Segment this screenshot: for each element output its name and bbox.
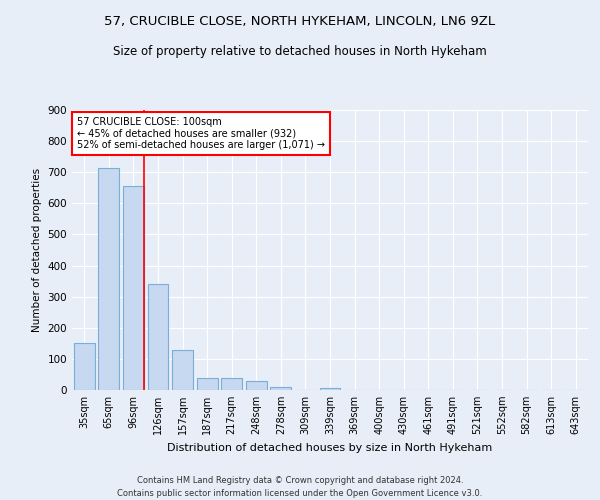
Text: Size of property relative to detached houses in North Hykeham: Size of property relative to detached ho… — [113, 45, 487, 58]
Bar — [172, 350, 193, 390]
Bar — [148, 284, 169, 390]
Y-axis label: Number of detached properties: Number of detached properties — [32, 168, 42, 332]
X-axis label: Distribution of detached houses by size in North Hykeham: Distribution of detached houses by size … — [167, 442, 493, 452]
Bar — [98, 168, 119, 390]
Bar — [74, 344, 95, 390]
Bar — [221, 378, 242, 390]
Bar — [246, 382, 267, 390]
Text: 57, CRUCIBLE CLOSE, NORTH HYKEHAM, LINCOLN, LN6 9ZL: 57, CRUCIBLE CLOSE, NORTH HYKEHAM, LINCO… — [104, 15, 496, 28]
Bar — [320, 388, 340, 390]
Bar — [123, 186, 144, 390]
Text: 57 CRUCIBLE CLOSE: 100sqm
← 45% of detached houses are smaller (932)
52% of semi: 57 CRUCIBLE CLOSE: 100sqm ← 45% of detac… — [77, 117, 325, 150]
Text: Contains HM Land Registry data © Crown copyright and database right 2024.
Contai: Contains HM Land Registry data © Crown c… — [118, 476, 482, 498]
Bar — [271, 387, 292, 390]
Bar — [197, 378, 218, 390]
